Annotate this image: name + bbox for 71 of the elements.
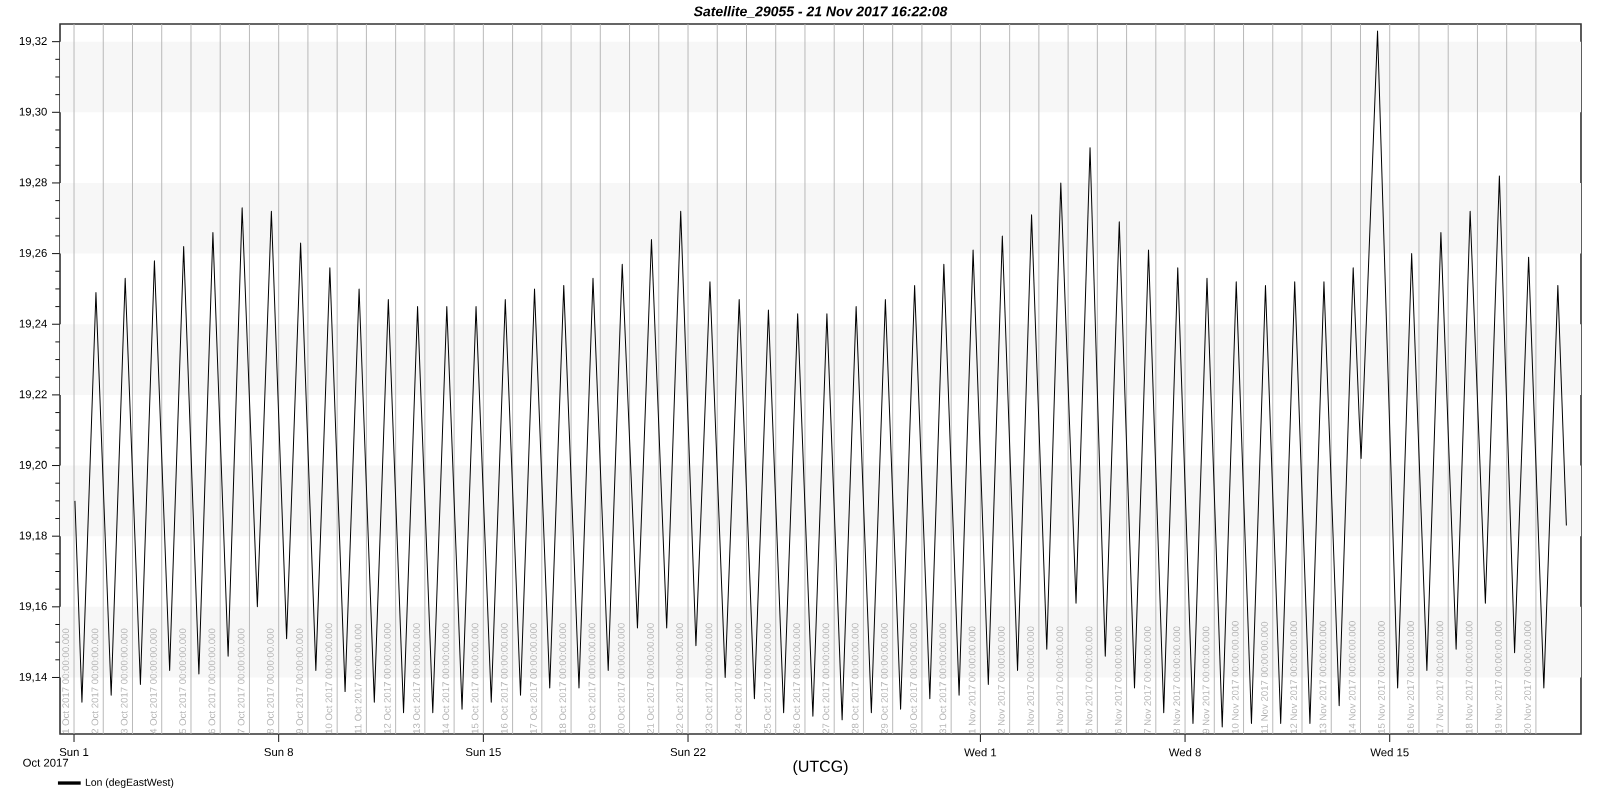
y-tick-label: 19,16 — [19, 602, 47, 612]
ref-line-label: 10 Nov 2017 00:00:00.000 — [1231, 621, 1239, 734]
ref-line-label: 1 Oct 2017 00:00:00.000 — [62, 628, 70, 734]
ref-line-label: 30 Oct 2017 00:00:00.000 — [910, 623, 917, 734]
ref-line-label: 17 Nov 2017 00:00:00.000 — [1436, 621, 1444, 734]
ref-line-label: 6 Nov 2017 00:00:00.000 — [1114, 626, 1122, 734]
legend-label: Lon (degEastWest) — [85, 778, 174, 788]
ref-line-label: 11 Oct 2017 00:00:00.000 — [354, 623, 362, 734]
ref-line-label: 3 Nov 2017 00:00:00.000 — [1027, 626, 1034, 734]
ref-line-label: 5 Nov 2017 00:00:00.000 — [1085, 626, 1093, 734]
ref-line-label: 19 Nov 2017 00:00:00.000 — [1494, 621, 1502, 734]
chart-title: Satellite_29055 - 21 Nov 2017 16:22:08 — [693, 6, 948, 18]
y-tick-label: 19,20 — [19, 460, 47, 471]
x-tick-label: Wed 15 — [1370, 748, 1409, 757]
ref-line-label: 2 Oct 2017 00:00:00.000 — [91, 628, 99, 734]
ref-line-label: 21 Oct 2017 00:00:00.000 — [647, 623, 654, 734]
y-tick-label: 19,32 — [19, 36, 47, 47]
ref-line-label: 25 Oct 2017 00:00:00.000 — [764, 623, 771, 734]
ref-line-label: 26 Oct 2017 00:00:00.000 — [793, 623, 801, 734]
ref-line-label: 8 Nov 2017 00:00:00.000 — [1173, 626, 1181, 734]
ref-line-label: 7 Oct 2017 00:00:00.000 — [237, 628, 245, 734]
y-tick-label: 19,28 — [19, 178, 47, 188]
ref-line-label: 28 Oct 2017 00:00:00.000 — [851, 623, 859, 734]
ref-line-label: 29 Oct 2017 00:00:00.000 — [880, 623, 888, 734]
ref-line-label: 9 Oct 2017 00:00:00.000 — [296, 628, 303, 734]
ref-line-label: 9 Nov 2017 00:00:00.000 — [1202, 626, 1210, 734]
ref-line-label: 22 Oct 2017 00:00:00.000 — [676, 623, 684, 734]
ref-line-label: 16 Oct 2017 00:00:00.000 — [500, 623, 508, 734]
ref-line-label: 4 Nov 2017 00:00:00.000 — [1056, 626, 1064, 734]
ref-line-label: 4 Oct 2017 00:00:00.000 — [150, 628, 157, 734]
x-tick-label: Sun 8 — [264, 748, 293, 757]
ref-line-label: 12 Oct 2017 00:00:00.000 — [383, 623, 391, 734]
x-tick-label: Sun 22 — [670, 748, 706, 757]
x-axis-title: (UTCG) — [793, 760, 848, 776]
ref-line-label: 23 Oct 2017 00:00:00.000 — [705, 623, 713, 734]
ref-line-label: 20 Oct 2017 00:00:00.000 — [617, 623, 625, 734]
x-tick-label: Sun 1 — [59, 748, 89, 757]
ref-line-label: 16 Nov 2017 00:00:00.000 — [1407, 621, 1415, 734]
ref-line-label: 31 Oct 2017 00:00:00.000 — [939, 623, 947, 734]
ref-line-label: 14 Nov 2017 00:00:00.000 — [1348, 621, 1356, 734]
ref-line-label: 3 Oct 2017 00:00:00.000 — [120, 628, 128, 734]
ref-line-label: 15 Oct 2017 00:00:00.000 — [471, 623, 479, 734]
y-tick-label: 19,30 — [19, 107, 47, 117]
ref-line-label: 1 Nov 2017 00:00:00.000 — [968, 626, 976, 734]
ref-line-label: 17 Oct 2017 00:00:00.000 — [530, 623, 537, 734]
x-tick-label: Sun 15 — [465, 748, 501, 757]
ref-line-label: 24 Oct 2017 00:00:00.000 — [734, 623, 742, 734]
ref-line-label: 27 Oct 2017 00:00:00.000 — [822, 623, 830, 734]
ref-line-label: 7 Nov 2017 00:00:00.000 — [1144, 626, 1151, 734]
ref-line-label: 5 Oct 2017 00:00:00.000 — [179, 628, 187, 734]
y-tick-label: 19,14 — [19, 672, 47, 683]
ref-line-label: 12 Nov 2017 00:00:00.000 — [1290, 621, 1298, 734]
y-tick-label: 19,22 — [19, 390, 47, 400]
ref-line-label: 20 Nov 2017 00:00:00.000 — [1524, 621, 1531, 734]
ref-line-label: 18 Oct 2017 00:00:00.000 — [559, 623, 567, 734]
ref-line-label: 6 Oct 2017 00:00:00.000 — [208, 628, 216, 734]
ref-line-label: 2 Nov 2017 00:00:00.000 — [997, 626, 1005, 734]
y-tick-label: 19,26 — [19, 248, 47, 259]
y-tick-label: 19,18 — [19, 531, 47, 541]
x-tick-label: Wed 1 — [964, 748, 997, 757]
ref-line-label: 15 Nov 2017 00:00:00.000 — [1378, 621, 1385, 734]
ref-line-label: 8 Oct 2017 00:00:00.000 — [266, 628, 274, 734]
ref-line-label: 19 Oct 2017 00:00:00.000 — [588, 623, 596, 734]
ref-line-label: 13 Nov 2017 00:00:00.000 — [1319, 621, 1327, 734]
text: Oct 2017 — [23, 758, 69, 767]
ref-line-label: 14 Oct 2017 00:00:00.000 — [442, 623, 450, 734]
ref-line-label: 18 Nov 2017 00:00:00.000 — [1465, 621, 1473, 734]
ref-line-label: 10 Oct 2017 00:00:00.000 — [325, 623, 333, 734]
x-tick-label: Wed 8 — [1168, 748, 1201, 757]
ref-line-label: 13 Oct 2017 00:00:00.000 — [413, 623, 420, 734]
y-tick-label: 19,24 — [19, 319, 47, 329]
